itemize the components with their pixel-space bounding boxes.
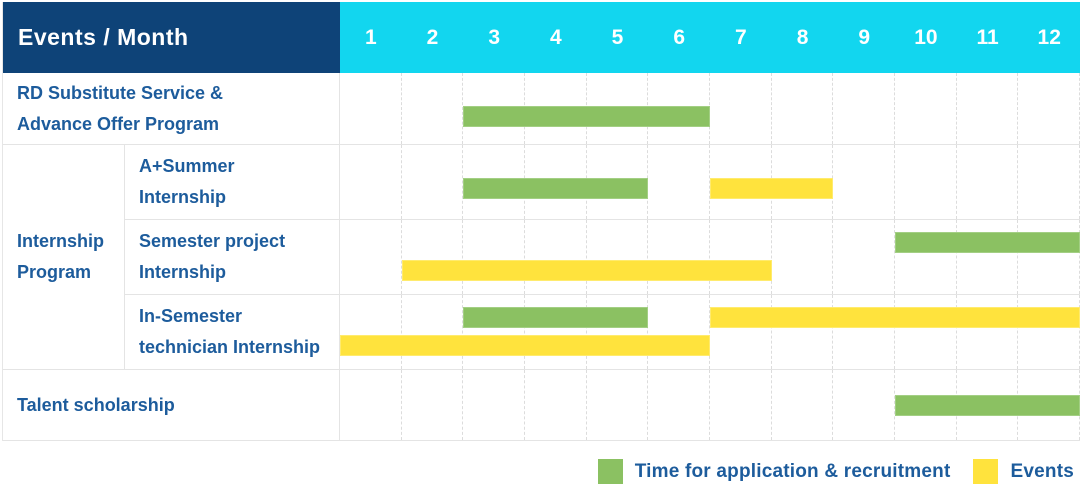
month-cell	[525, 370, 587, 440]
month-area	[340, 145, 1080, 220]
month-cell	[833, 145, 896, 219]
month-cell	[463, 220, 526, 294]
month-cell	[895, 295, 957, 369]
month-cell	[772, 220, 834, 294]
month-cell	[895, 73, 957, 144]
month-cell	[895, 145, 957, 219]
row-label: Talent scholarship	[3, 370, 340, 441]
month-cell	[648, 295, 711, 369]
application-swatch-icon	[597, 459, 623, 484]
month-cell	[710, 220, 772, 294]
month-cell	[833, 370, 896, 440]
legend: Time for application & recruitment Event…	[597, 459, 1074, 484]
month-cell	[710, 370, 772, 440]
corner-header: Events / Month	[3, 2, 340, 73]
month-cell	[463, 295, 526, 369]
sub-label: In-Semester technician Internship	[125, 295, 340, 370]
event-bar	[401, 260, 772, 281]
month-cell	[525, 220, 587, 294]
month-cell	[772, 370, 834, 440]
application-bar	[463, 106, 710, 127]
month-header-cell: 12	[1037, 25, 1061, 49]
month-header-cell: 11	[976, 25, 999, 49]
month-cell	[710, 295, 772, 369]
month-cell	[895, 220, 957, 294]
month-cell	[463, 370, 526, 440]
application-bar	[463, 178, 649, 199]
event-bar	[340, 335, 710, 356]
month-header-cell: 6	[673, 25, 686, 49]
month-cell	[402, 145, 464, 219]
month-cell	[710, 73, 772, 144]
month-cell	[402, 220, 464, 294]
group-label: Internship Program	[3, 145, 125, 370]
month-cell	[587, 295, 649, 369]
sub-label: A+Summer Internship	[125, 145, 340, 220]
month-cell	[833, 220, 896, 294]
event-bar	[710, 307, 1080, 328]
legend-label-event: Events	[1010, 460, 1074, 482]
month-header-cell: 10	[914, 25, 938, 49]
month-cell	[957, 220, 1019, 294]
gantt-table: Events / Month 1 2 3 4 5 6 7 8 9 10 11 12 RD Substi…	[2, 2, 1080, 441]
legend-item-event: Events	[973, 459, 1074, 484]
month-cell	[1018, 145, 1080, 219]
month-cell	[340, 145, 402, 219]
month-cell	[402, 73, 464, 144]
month-area	[340, 370, 1080, 441]
month-cell	[525, 295, 587, 369]
month-header-cell: 2	[426, 25, 439, 49]
month-cell	[957, 295, 1019, 369]
event-swatch-icon	[973, 459, 999, 484]
month-cell	[833, 73, 896, 144]
month-cell	[957, 145, 1019, 219]
month-header-cell: 9	[858, 25, 871, 49]
month-cell	[833, 295, 896, 369]
event-bar	[710, 178, 834, 199]
month-cell	[587, 370, 649, 440]
legend-item-application: Time for application & recruitment	[597, 459, 951, 484]
month-header-cell: 1	[364, 25, 377, 49]
month-header-cell: 4	[550, 25, 562, 49]
month-header-cell: 8	[796, 25, 809, 49]
month-area	[340, 220, 1080, 295]
month-cell	[648, 145, 711, 219]
month-cell	[402, 295, 464, 369]
month-cell	[1018, 73, 1080, 144]
month-cell	[340, 220, 402, 294]
month-header-cell: 3	[488, 25, 501, 49]
application-bar	[895, 395, 1080, 416]
month-header-cell: 7	[735, 25, 747, 49]
month-header-cell: 5	[611, 25, 624, 49]
application-bar	[463, 307, 649, 328]
month-cell	[340, 370, 402, 440]
row-label: RD Substitute Service & Advance Offer Pr…	[3, 73, 340, 145]
application-bar	[895, 232, 1080, 253]
month-cell	[648, 220, 711, 294]
month-area	[340, 73, 1080, 145]
month-area	[340, 295, 1080, 370]
legend-label-application: Time for application & recruitment	[634, 460, 951, 482]
month-cell	[648, 370, 711, 440]
month-cell	[340, 295, 402, 369]
month-cell	[957, 73, 1019, 144]
month-cell	[402, 370, 464, 440]
month-cell	[340, 73, 402, 144]
months-header: 1 2 3 4 5 6 7 8 9 10 11 12	[340, 2, 1080, 73]
month-cell	[772, 73, 834, 144]
sub-label: Semester project Internship	[125, 220, 340, 295]
month-cell	[772, 295, 834, 369]
month-cell	[587, 220, 649, 294]
